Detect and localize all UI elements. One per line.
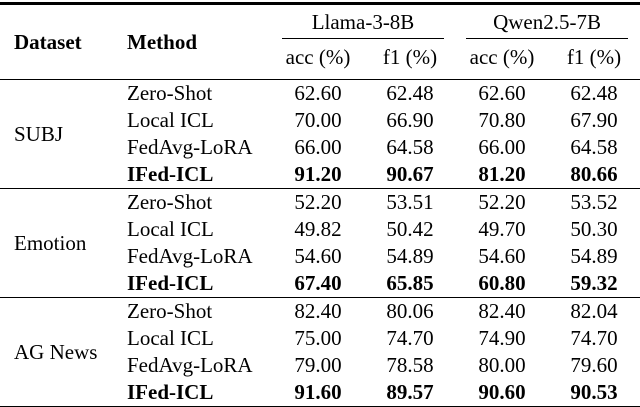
table-row: Local ICL 75.00 74.70 74.90 74.70 (0, 325, 640, 352)
value-cell: 90.53 (570, 380, 618, 404)
value-cell: 74.90 (478, 326, 526, 350)
table-row: FedAvg-LoRA 54.60 54.89 54.60 54.89 (0, 243, 640, 270)
value-cell: 65.85 (386, 271, 434, 295)
header-qwen-acc: acc (%) (469, 45, 535, 69)
value-cell: 62.60 (478, 81, 526, 105)
dataset-label: Emotion (14, 230, 87, 255)
value-cell: 80.00 (478, 353, 526, 377)
value-cell: 82.40 (294, 299, 342, 323)
value-cell: 54.89 (570, 244, 618, 268)
table-row: SUBJ Zero-Shot 62.60 62.48 62.60 62.48 (0, 80, 640, 146)
method-label: Zero-Shot (127, 81, 213, 105)
value-cell: 50.30 (570, 217, 618, 241)
table-row: AG News Zero-Shot 82.40 80.06 82.40 82.0… (0, 298, 640, 364)
method-label: Local ICL (127, 326, 214, 350)
header-model-qwen: Qwen2.5-7B (456, 4, 640, 39)
value-cell: 49.70 (478, 217, 526, 241)
dataset-label: SUBJ (14, 121, 64, 146)
value-cell: 74.70 (570, 326, 618, 350)
value-cell: 60.80 (478, 271, 526, 295)
method-label: Local ICL (127, 108, 214, 132)
header-dataset: Dataset (14, 29, 82, 54)
value-cell: 79.60 (570, 353, 618, 377)
value-cell: 80.06 (386, 299, 434, 323)
value-cell: 54.60 (478, 244, 526, 268)
table-row: FedAvg-LoRA 79.00 78.58 80.00 79.60 (0, 352, 640, 379)
method-label: FedAvg-LoRA (127, 244, 253, 268)
value-cell: 52.20 (478, 190, 526, 214)
value-cell: 66.00 (294, 135, 342, 159)
model-name-llama: Llama-3-8B (282, 10, 445, 39)
header-model-llama: Llama-3-8B (272, 4, 456, 39)
value-cell: 62.48 (570, 81, 618, 105)
value-cell: 70.00 (294, 108, 342, 132)
table-row-best: IFed-ICL 91.20 90.67 81.20 80.66 (0, 161, 640, 189)
value-cell: 62.48 (386, 81, 434, 105)
value-cell: 79.00 (294, 353, 342, 377)
value-cell: 50.42 (386, 217, 434, 241)
value-cell: 81.20 (478, 162, 526, 186)
value-cell: 54.89 (386, 244, 434, 268)
method-label: Local ICL (127, 217, 214, 241)
value-cell: 54.60 (294, 244, 342, 268)
value-cell: 66.90 (386, 108, 434, 132)
value-cell: 91.60 (294, 380, 342, 404)
header-row-metrics: acc (%) f1 (%) acc (%) f1 (%) (0, 39, 640, 80)
value-cell: 70.80 (478, 108, 526, 132)
header-row-models: Dataset Method Llama-3-8B Qwen2.5-7B (0, 4, 640, 54)
value-cell: 80.66 (570, 162, 618, 186)
value-cell: 62.60 (294, 81, 342, 105)
value-cell: 67.40 (294, 271, 342, 295)
table-row: Local ICL 70.00 66.90 70.80 67.90 (0, 107, 640, 134)
table-row-best: IFed-ICL 91.60 89.57 90.60 90.53 (0, 379, 640, 407)
group-emotion: Emotion Zero-Shot 52.20 53.51 52.20 53.5… (0, 188, 640, 298)
table-row: Emotion Zero-Shot 52.20 53.51 52.20 53.5… (0, 189, 640, 255)
model-name-qwen: Qwen2.5-7B (466, 10, 629, 39)
group-subj: SUBJ Zero-Shot 62.60 62.48 62.60 62.48 L… (0, 79, 640, 189)
table-row: FedAvg-LoRA 66.00 64.58 66.00 64.58 (0, 134, 640, 161)
header-llama-f1: f1 (%) (382, 45, 438, 69)
dataset-label: AG News (14, 339, 98, 364)
value-cell: 82.40 (478, 299, 526, 323)
value-cell: 89.57 (386, 380, 434, 404)
value-cell: 75.00 (294, 326, 342, 350)
value-cell: 59.32 (570, 271, 618, 295)
method-label: FedAvg-LoRA (127, 135, 253, 159)
header-llama-acc: acc (%) (285, 45, 351, 69)
value-cell: 64.58 (570, 135, 618, 159)
value-cell: 53.51 (386, 190, 434, 214)
method-label: IFed-ICL (127, 380, 214, 404)
table-row: Local ICL 49.82 50.42 49.70 50.30 (0, 216, 640, 243)
method-label: Zero-Shot (127, 190, 213, 214)
value-cell: 64.58 (386, 135, 434, 159)
value-cell: 67.90 (570, 108, 618, 132)
group-agnews: AG News Zero-Shot 82.40 80.06 82.40 82.0… (0, 297, 640, 407)
value-cell: 90.60 (478, 380, 526, 404)
value-cell: 91.20 (294, 162, 342, 186)
header-method: Method (127, 29, 197, 54)
method-label: Zero-Shot (127, 299, 213, 323)
header-qwen-f1: f1 (%) (566, 45, 622, 69)
method-label: IFed-ICL (127, 271, 214, 295)
value-cell: 90.67 (386, 162, 434, 186)
value-cell: 52.20 (294, 190, 342, 214)
table-row-best: IFed-ICL 67.40 65.85 60.80 59.32 (0, 270, 640, 298)
method-label: IFed-ICL (127, 162, 214, 186)
value-cell: 49.82 (294, 217, 342, 241)
value-cell: 66.00 (478, 135, 526, 159)
table-header: Dataset Method Llama-3-8B Qwen2.5-7B acc… (0, 4, 640, 80)
method-label: FedAvg-LoRA (127, 353, 253, 377)
value-cell: 74.70 (386, 326, 434, 350)
value-cell: 82.04 (570, 299, 618, 323)
value-cell: 78.58 (386, 353, 434, 377)
value-cell: 53.52 (570, 190, 618, 214)
